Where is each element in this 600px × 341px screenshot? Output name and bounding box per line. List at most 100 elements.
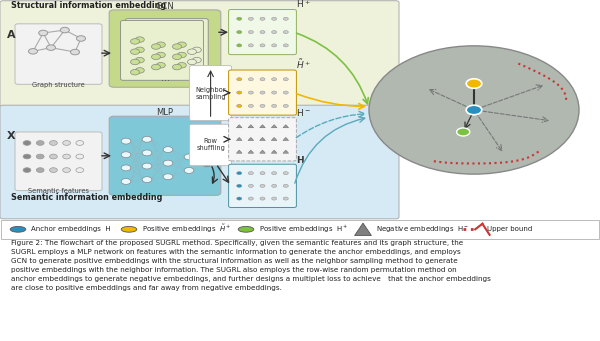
Circle shape	[272, 125, 277, 128]
Circle shape	[248, 17, 253, 20]
Circle shape	[248, 184, 253, 188]
Circle shape	[121, 152, 131, 158]
Circle shape	[173, 64, 182, 70]
Circle shape	[187, 59, 197, 65]
Circle shape	[71, 49, 79, 55]
Circle shape	[283, 44, 289, 47]
Circle shape	[237, 151, 242, 153]
Circle shape	[163, 160, 173, 166]
Circle shape	[173, 54, 182, 60]
Circle shape	[283, 184, 289, 188]
Circle shape	[248, 138, 253, 141]
Text: H$^-$: H$^-$	[296, 107, 311, 118]
Circle shape	[236, 104, 242, 107]
Polygon shape	[248, 137, 254, 140]
Text: Positive embeddings  H$^+$: Positive embeddings H$^+$	[259, 224, 348, 235]
Circle shape	[260, 184, 265, 188]
FancyBboxPatch shape	[229, 10, 296, 55]
Circle shape	[136, 47, 145, 53]
Circle shape	[142, 177, 152, 182]
Circle shape	[466, 105, 482, 115]
Text: ...: ...	[161, 73, 170, 83]
Circle shape	[248, 197, 253, 200]
Text: Semantic features: Semantic features	[28, 188, 89, 194]
Polygon shape	[260, 150, 265, 153]
Circle shape	[63, 140, 71, 145]
Circle shape	[47, 45, 56, 50]
Circle shape	[248, 104, 253, 107]
FancyBboxPatch shape	[0, 1, 399, 110]
Circle shape	[156, 52, 166, 58]
Circle shape	[76, 154, 84, 159]
Circle shape	[37, 168, 44, 173]
Circle shape	[236, 44, 242, 47]
Circle shape	[237, 125, 242, 128]
Polygon shape	[248, 125, 254, 128]
Circle shape	[163, 174, 173, 180]
Circle shape	[236, 31, 242, 34]
Text: $\tilde{H}^+$: $\tilde{H}^+$	[296, 57, 311, 71]
Circle shape	[121, 138, 131, 144]
Circle shape	[63, 154, 71, 159]
Circle shape	[283, 91, 289, 94]
Circle shape	[466, 79, 482, 88]
Circle shape	[283, 151, 288, 153]
Circle shape	[272, 151, 277, 153]
Circle shape	[237, 138, 242, 141]
Circle shape	[23, 140, 31, 145]
Circle shape	[248, 44, 253, 47]
Circle shape	[248, 91, 253, 94]
Circle shape	[23, 154, 31, 159]
Text: Neighbor
sampling: Neighbor sampling	[195, 87, 226, 100]
FancyBboxPatch shape	[109, 10, 221, 87]
Circle shape	[76, 168, 84, 173]
Text: Upper bound: Upper bound	[487, 226, 532, 232]
FancyBboxPatch shape	[125, 19, 208, 78]
Circle shape	[49, 140, 58, 145]
Text: H$^+$: H$^+$	[296, 0, 311, 10]
Circle shape	[131, 49, 139, 55]
Circle shape	[136, 68, 145, 73]
Circle shape	[142, 163, 152, 169]
Circle shape	[142, 150, 152, 156]
Circle shape	[142, 136, 152, 142]
Circle shape	[260, 172, 265, 175]
Circle shape	[236, 184, 242, 188]
Circle shape	[151, 54, 161, 60]
Circle shape	[260, 138, 265, 141]
Circle shape	[272, 138, 277, 141]
Circle shape	[131, 39, 139, 44]
FancyBboxPatch shape	[229, 164, 296, 207]
Circle shape	[76, 140, 84, 145]
Polygon shape	[236, 125, 242, 128]
FancyBboxPatch shape	[229, 118, 296, 161]
Text: Positive embeddings  $\tilde{H}^+$: Positive embeddings $\tilde{H}^+$	[142, 223, 231, 236]
Circle shape	[272, 172, 277, 175]
Circle shape	[283, 197, 289, 200]
Circle shape	[184, 167, 194, 173]
Circle shape	[272, 31, 277, 34]
FancyBboxPatch shape	[190, 124, 232, 166]
Text: Anchor embeddings  H: Anchor embeddings H	[31, 226, 111, 232]
Circle shape	[260, 17, 265, 20]
Circle shape	[260, 91, 265, 94]
Polygon shape	[283, 137, 289, 140]
Circle shape	[283, 17, 289, 20]
Circle shape	[272, 78, 277, 81]
Polygon shape	[271, 150, 277, 153]
Circle shape	[193, 47, 202, 53]
Circle shape	[37, 140, 44, 145]
Text: A: A	[7, 30, 16, 41]
Circle shape	[260, 78, 265, 81]
Circle shape	[238, 226, 254, 232]
Polygon shape	[248, 150, 254, 153]
Circle shape	[248, 31, 253, 34]
Circle shape	[236, 78, 242, 81]
FancyBboxPatch shape	[121, 20, 203, 80]
FancyBboxPatch shape	[0, 105, 399, 219]
Text: Structural information embedding: Structural information embedding	[11, 1, 166, 11]
Circle shape	[272, 17, 277, 20]
Circle shape	[236, 197, 242, 200]
FancyBboxPatch shape	[15, 24, 102, 84]
Circle shape	[457, 128, 470, 136]
